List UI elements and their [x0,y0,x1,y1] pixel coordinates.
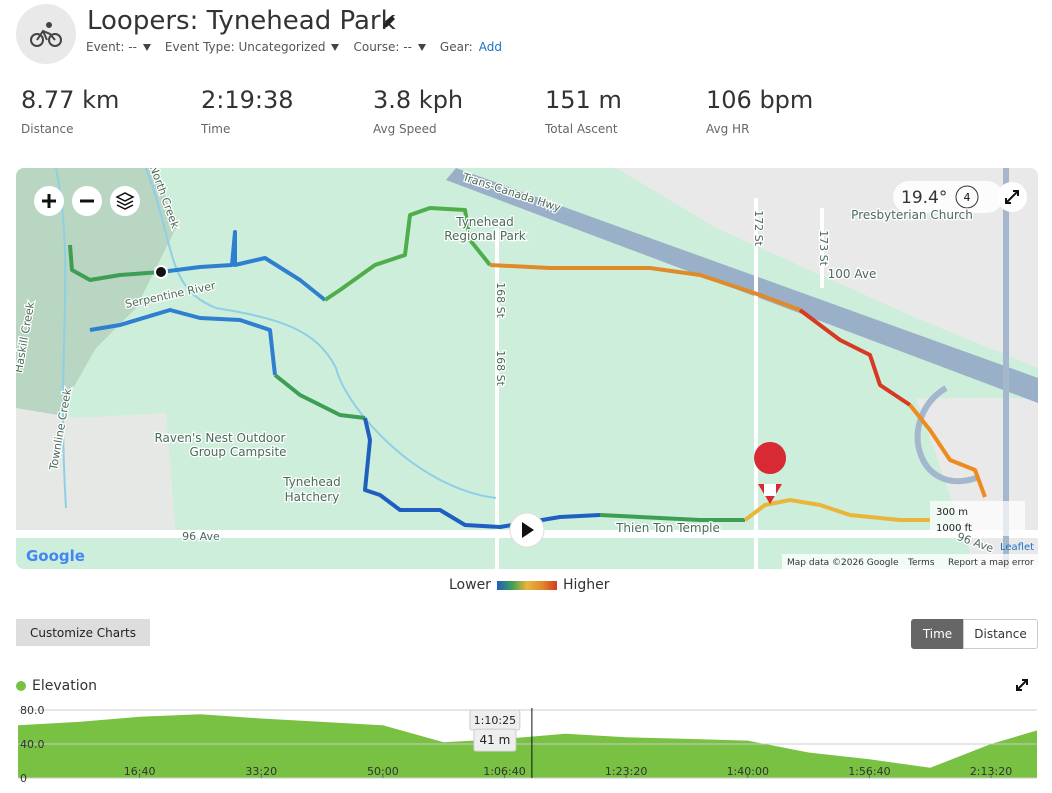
event-type[interactable]: Event Type: Uncategorized [164,40,326,54]
route-legend: Lower Higher [449,577,610,593]
start-marker [154,265,168,279]
map-label: 173 St [817,230,830,266]
terrain [16,168,176,428]
meta-row: Event: -- Event Type: Uncategorized Cour… [86,40,502,54]
highway [446,168,1038,403]
cursor-value: 41 m [479,733,510,747]
stat-label: Avg Speed [373,122,437,136]
scale-metric: 300 m [936,507,968,518]
x-tick-label: 1:56:40 [848,765,890,778]
x-tick-label: 50:00 [367,765,399,778]
urban [616,168,1038,368]
edit-icon[interactable] [380,13,398,31]
stat-label: Total Ascent [545,122,618,136]
map-label: 168 St [494,282,507,318]
map-label: Raven's Nest Outdoor [154,431,285,445]
stat-value: 151 m [545,86,622,114]
map-label: Group Campsite [189,445,286,459]
stat-label: Avg HR [706,122,750,136]
map-attribution: Map data ©2026 Google [787,558,899,568]
play-icon [522,522,534,538]
map-label: 168 St [494,350,507,386]
event[interactable]: Event: -- [86,40,137,54]
gear-add[interactable]: Add [478,40,502,54]
stat-value: 106 bpm [706,86,814,114]
x-tick-label: 1:06:40 [483,765,525,778]
wind-speed: 4 [964,191,971,204]
mode-distance[interactable]: Distance [963,619,1038,649]
dropdown[interactable] [331,43,340,51]
legend-high: Higher [562,577,610,593]
x-tick-label: 33:20 [245,765,277,778]
map-label: 172 St [752,210,765,246]
gear-label: Gear: [439,40,473,54]
scale-imperial: 1000 ft [936,523,972,534]
x-tick-label: 1:40:00 [727,765,769,778]
urban [16,408,176,538]
wind-icon [955,185,979,209]
y-tick-label: 40.0 [20,738,45,751]
cursor-value-box [473,728,517,752]
map-label: Tynehead [282,475,341,489]
map-label: 100 Ave [828,267,877,281]
zoom-controls [34,186,140,216]
map-label: Tynehead [455,215,514,229]
attribution-bg [782,554,1038,569]
road [495,198,824,569]
map-label: Hatchery [285,490,340,504]
y-tick-label: 0 [20,772,27,785]
stat-label: Distance [21,122,74,136]
route [68,206,987,529]
activity-icon [16,4,76,64]
google-logo: Google [26,547,85,565]
dropdown[interactable] [142,43,151,51]
stat-label: Time [201,122,231,136]
customize-charts[interactable]: Customize Charts [16,619,150,646]
weather-box [893,181,1003,213]
series-dot [16,681,26,691]
elevation-chart: 0 40.0 80.0 16:40 33:20 50:00 1:06:40 1:23:20 1:… [18,704,1037,785]
layers-icon [115,192,135,210]
map-report[interactable]: Report a map error [948,558,1034,568]
mode-time[interactable]: Time [911,619,964,649]
stat-value: 2:19:38 [201,86,294,114]
y-tick-label: 80.0 [20,704,45,717]
stat-value: 8.77 km [21,86,120,114]
temperature: 19.4° [901,188,947,208]
map-terms[interactable]: Terms [907,558,935,568]
scale-box [930,501,1025,536]
x-tick-label: 16:40 [124,765,156,778]
map-label: 96 Ave [182,530,220,543]
bike-icon [30,22,62,47]
elevation-area [18,714,1037,778]
x-tick-label: 2:13:20 [970,765,1012,778]
leaflet-link[interactable]: Leaflet [1000,542,1034,553]
dropdown[interactable] [417,43,426,51]
course[interactable]: Course: -- [353,40,412,54]
chart-expand[interactable] [1014,677,1030,693]
map-label: Presbyterian Church [851,208,973,222]
x-tick-label: 1:23:20 [605,765,647,778]
activity-title: Loopers: Tynehead Park [87,6,396,36]
chart-title: Elevation [32,678,98,694]
map-label: Regional Park [444,229,526,243]
stat-value: 3.8 kph [373,86,464,114]
plus-icon [42,194,56,208]
cursor-time: 1:10:25 [474,714,516,727]
legend-gradient [496,580,557,590]
chart-header: Elevation [16,678,97,694]
end-marker [754,442,787,474]
end-icon [764,484,776,496]
legend-low: Lower [449,577,491,593]
fullscreen-icon [1005,190,1019,204]
map-label: Thien Ton Temple [615,521,720,535]
